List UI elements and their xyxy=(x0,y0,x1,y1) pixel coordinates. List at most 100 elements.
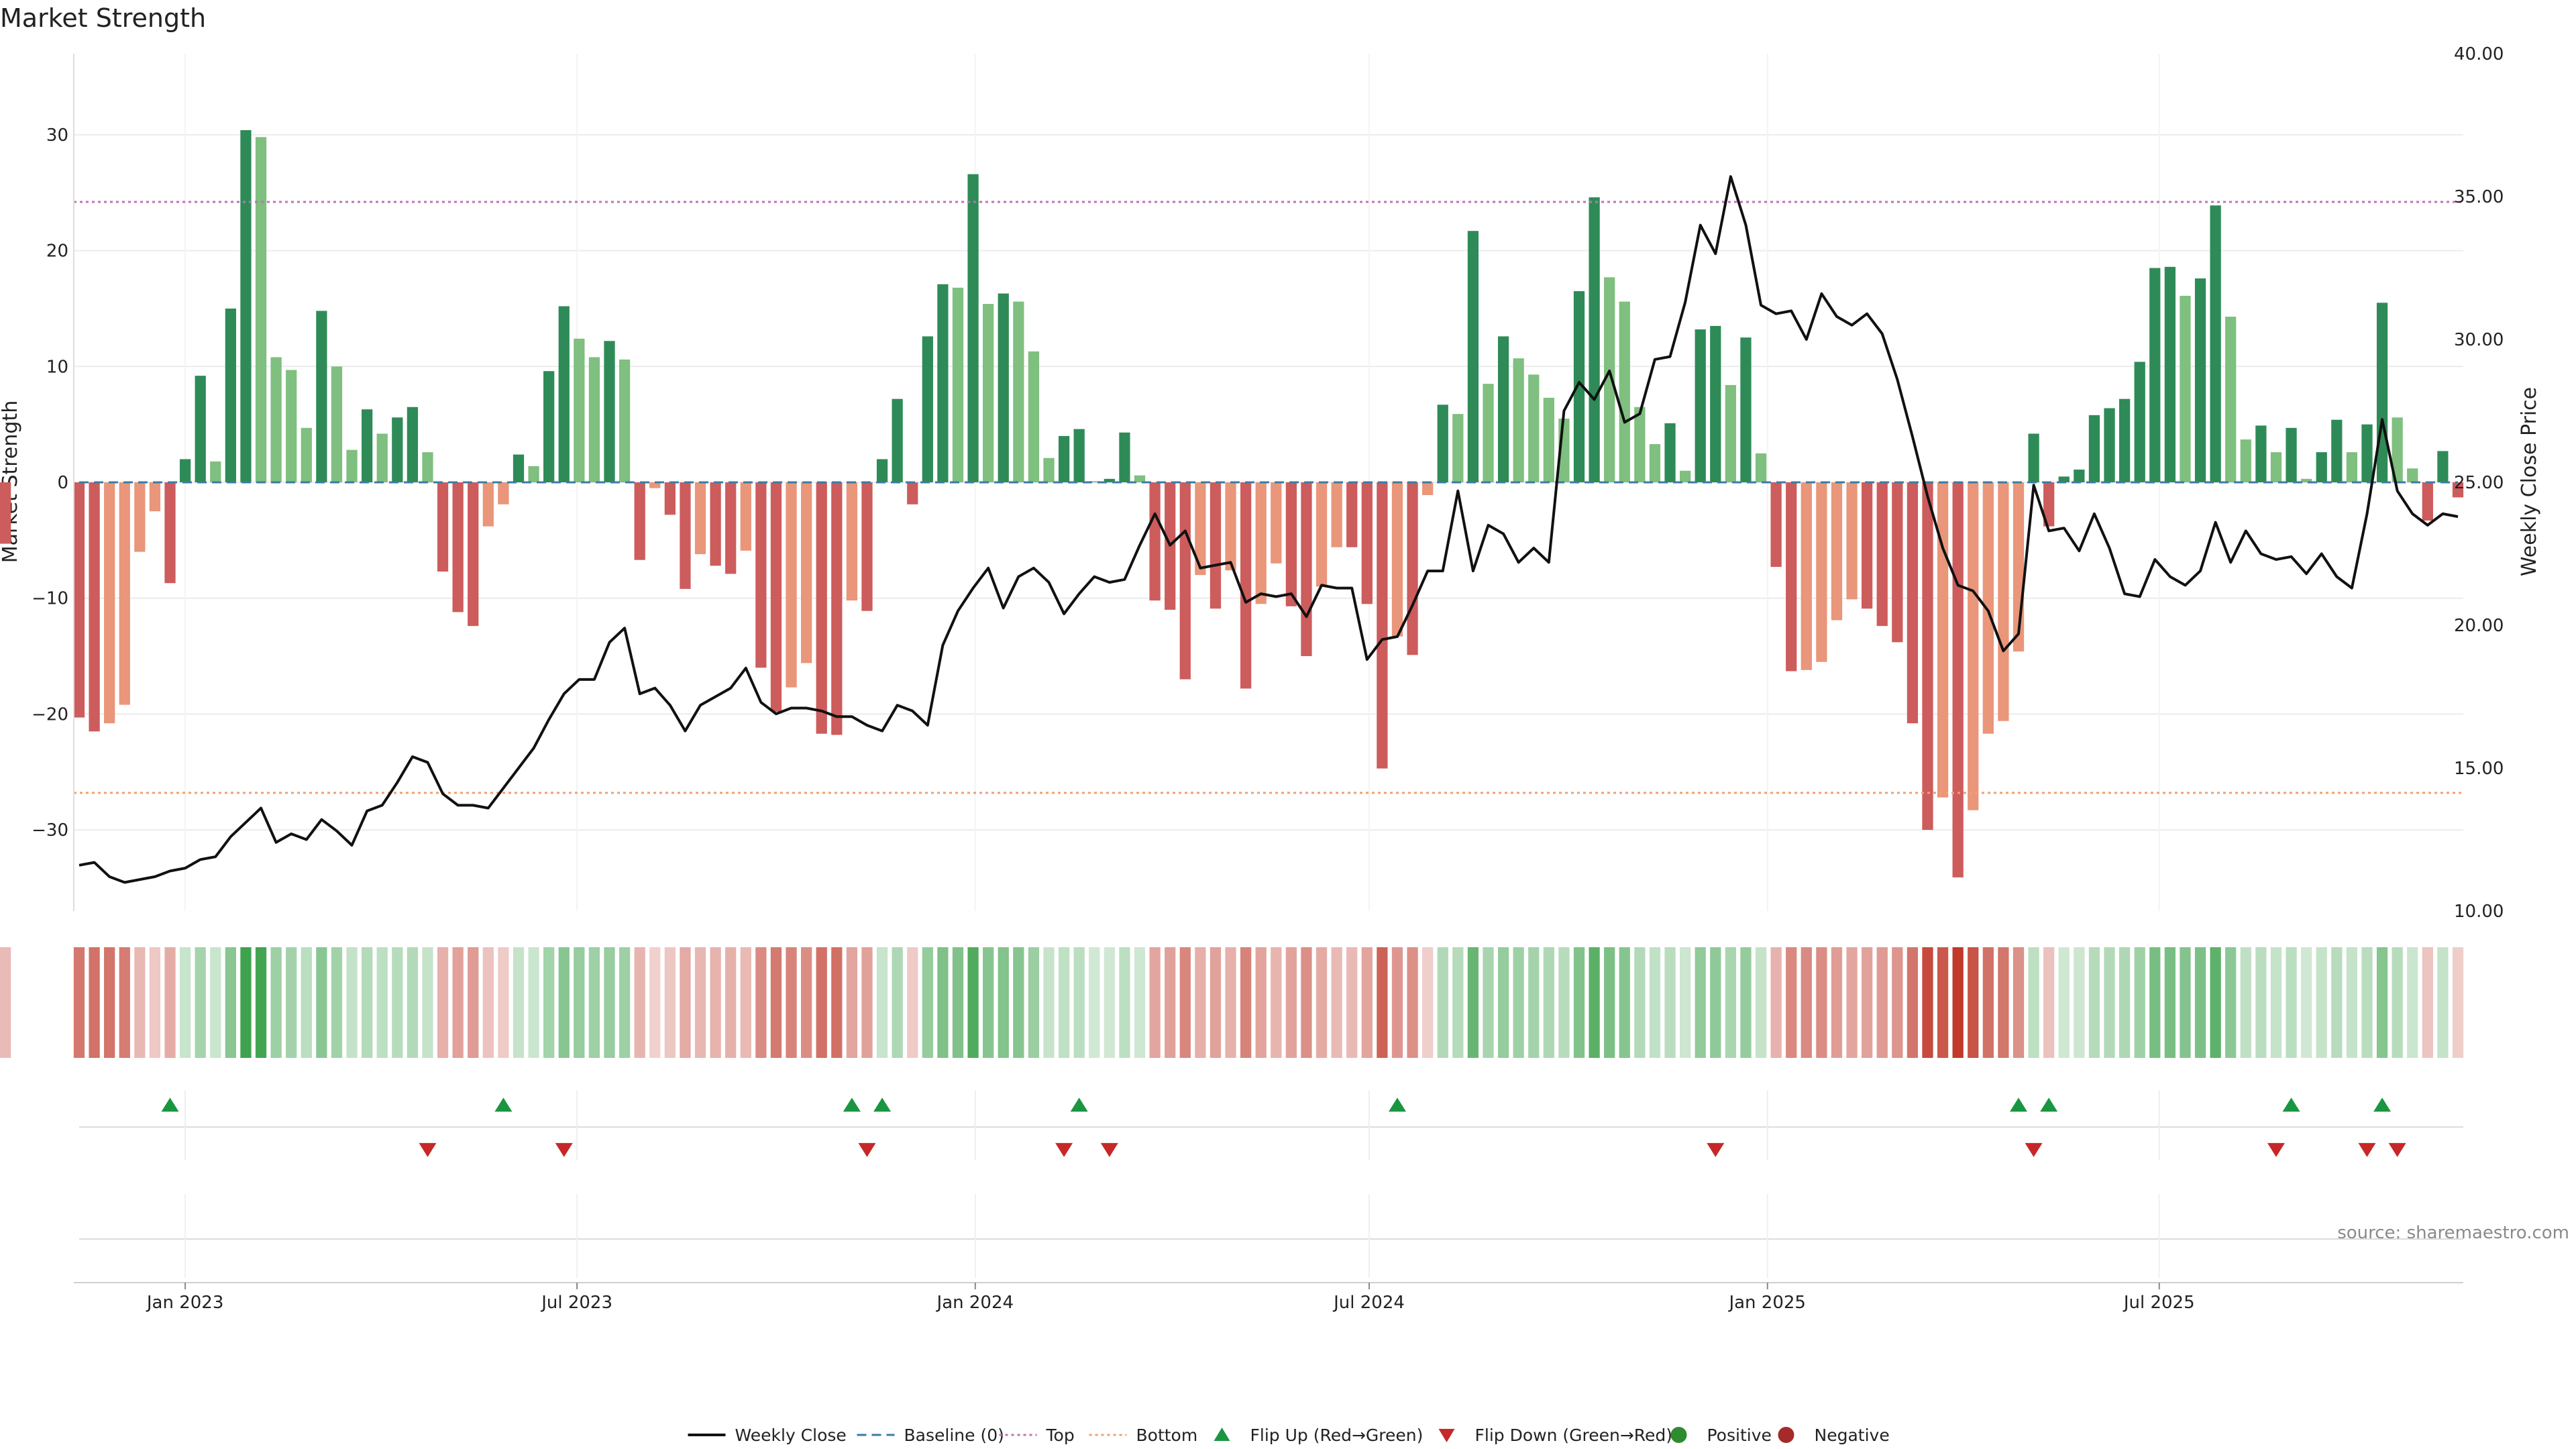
strength-bar xyxy=(876,459,888,482)
heat-cell xyxy=(1876,947,1888,1058)
heat-cell xyxy=(770,947,782,1058)
heat-cell xyxy=(240,947,252,1058)
flip-up-marker xyxy=(1070,1097,1088,1112)
strength-bar xyxy=(2058,476,2070,482)
heat-cell xyxy=(1058,947,1070,1058)
heat-cell xyxy=(2361,947,2373,1058)
heat-cell xyxy=(1573,947,1585,1058)
heat-cell xyxy=(1998,947,2009,1058)
heat-cell xyxy=(316,947,327,1058)
heat-cell xyxy=(1497,947,1509,1058)
heat-cell xyxy=(2074,947,2085,1058)
heat-cell xyxy=(1452,947,1464,1058)
x-tick-label: Jan 2024 xyxy=(936,1293,1014,1313)
legend-item-top: Top xyxy=(999,1426,1075,1445)
y-tick-left: 0 xyxy=(57,473,68,493)
flip-down-marker xyxy=(2388,1142,2406,1157)
heat-cell xyxy=(1013,947,1024,1058)
strength-bar xyxy=(1831,482,1843,621)
flip-down-marker xyxy=(2358,1142,2376,1157)
strength-bar xyxy=(1043,458,1055,482)
heat-cell xyxy=(89,947,100,1058)
strength-bar xyxy=(831,482,843,735)
legend: Weekly Close Baseline (0) Top Bottom Flip Up… xyxy=(688,1426,1890,1445)
heat-cell xyxy=(2437,947,2449,1058)
strength-bar xyxy=(2180,295,2191,482)
strength-bar xyxy=(2104,408,2115,482)
legend-label: Flip Down (Green→Red) xyxy=(1475,1426,1673,1445)
heat-cell xyxy=(831,947,843,1058)
heat-cell xyxy=(710,947,721,1058)
strength-bar xyxy=(1301,482,1312,657)
strength-bar xyxy=(255,137,267,482)
heat-cell xyxy=(2392,947,2403,1058)
strength-bar xyxy=(2437,451,2449,482)
heat-cell xyxy=(179,947,191,1058)
heat-cell xyxy=(286,947,297,1058)
y-tick-right: 15.00 xyxy=(2454,759,2504,779)
x-tick-label: Jan 2023 xyxy=(146,1293,224,1313)
x-axis: Jan 2023 Jul 2023 Jan 2024 Jul 2024 Jan 2025… xyxy=(74,1282,2463,1313)
strength-bar xyxy=(740,482,751,551)
heat-cell xyxy=(1695,947,1706,1058)
heat-cell xyxy=(2407,947,2418,1058)
heat-cell xyxy=(1968,947,1979,1058)
heat-cell xyxy=(786,947,797,1058)
heat-cell xyxy=(2240,947,2251,1058)
strength-bar xyxy=(861,482,873,611)
strength-bar xyxy=(1664,423,1676,482)
strength-bar xyxy=(1497,336,1509,482)
heat-cell xyxy=(1755,947,1767,1058)
strength-bar xyxy=(755,482,767,668)
strength-bar xyxy=(270,357,282,482)
heat-cell xyxy=(694,947,706,1058)
flip-up-marker xyxy=(494,1097,513,1112)
strength-bar xyxy=(1634,407,1646,482)
strength-bar xyxy=(225,308,236,482)
chart-title: Market Strength xyxy=(0,3,206,33)
heat-cell xyxy=(755,947,767,1058)
heat-cell xyxy=(1982,947,1994,1058)
strength-bar xyxy=(2043,482,2055,527)
strength-bar xyxy=(1922,482,1933,830)
flip-down-marker xyxy=(2267,1142,2285,1157)
strength-bar xyxy=(1028,351,1040,482)
strength-bar xyxy=(1377,482,1388,769)
weekly-close-line xyxy=(78,175,2459,884)
strength-bar xyxy=(392,417,403,482)
strength-bar xyxy=(983,304,994,482)
strength-bar xyxy=(1619,301,1630,482)
strength-bar xyxy=(1467,231,1479,482)
heat-cell xyxy=(73,947,85,1058)
strength-bar xyxy=(1452,414,1464,482)
heat-cell xyxy=(134,947,146,1058)
flip-up-marker xyxy=(2010,1097,2028,1112)
heat-cell xyxy=(1528,947,1540,1058)
heat-cell xyxy=(2331,947,2343,1058)
heat-cell xyxy=(1391,947,1403,1058)
heat-cell xyxy=(1407,947,1418,1058)
strength-bar xyxy=(2255,425,2267,482)
strength-bar xyxy=(634,482,645,560)
strength-bar xyxy=(407,407,419,482)
heat-cell xyxy=(1679,947,1691,1058)
strength-bar xyxy=(952,287,964,482)
strength-bar xyxy=(1422,482,1434,495)
strength-bar xyxy=(104,482,115,724)
strength-bar xyxy=(119,482,130,705)
heat-cell xyxy=(2210,947,2221,1058)
heat-cell xyxy=(1179,947,1191,1058)
strength-bar xyxy=(816,482,827,734)
legend-label: Negative xyxy=(1815,1426,1890,1445)
legend-item-negative: Negative xyxy=(1778,1426,1890,1445)
strength-bar xyxy=(1210,482,1222,609)
strength-bar xyxy=(800,482,812,663)
heat-cell xyxy=(1634,947,1646,1058)
heat-cell xyxy=(528,947,539,1058)
heat-cell xyxy=(1119,947,1130,1058)
heat-cell xyxy=(1483,947,1494,1058)
heat-cell xyxy=(2270,947,2282,1058)
heat-cell xyxy=(2225,947,2237,1058)
y-tick-right: 30.00 xyxy=(2454,330,2504,350)
heat-cell xyxy=(1862,947,1873,1058)
